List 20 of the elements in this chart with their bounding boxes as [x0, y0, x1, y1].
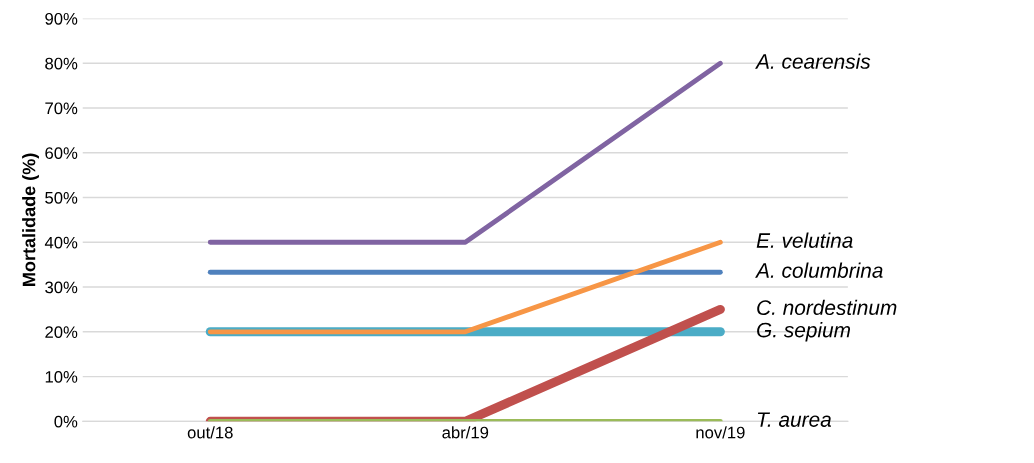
- y-tick-label: 80%: [45, 57, 78, 70]
- y-tick-label: 70%: [45, 102, 78, 115]
- y-tick-label: 60%: [45, 147, 78, 159]
- y-tick-label: 20%: [45, 326, 78, 339]
- y-axis-title: Mortalidade (%): [22, 153, 39, 286]
- series-label: A. columbrina: [755, 262, 883, 278]
- x-tick-label: abr/19: [442, 426, 489, 439]
- series-label: G. sepium: [757, 322, 851, 342]
- y-tick-label: 10%: [45, 370, 78, 383]
- series-label: C. nordestinum: [757, 299, 897, 316]
- y-tick-label: 30%: [45, 281, 78, 294]
- y-tick-label: 0%: [54, 415, 78, 428]
- y-tick-label: 50%: [45, 191, 78, 204]
- x-tick-label: out/18: [187, 426, 233, 439]
- series-label: T. aurea: [757, 412, 832, 427]
- series-label: A. cearensis: [755, 53, 871, 69]
- series-label: E. velutina: [756, 232, 853, 248]
- y-tick-label: 40%: [44, 236, 78, 249]
- x-tick-label: nov/19: [696, 426, 745, 439]
- y-tick-label: 90%: [45, 12, 78, 25]
